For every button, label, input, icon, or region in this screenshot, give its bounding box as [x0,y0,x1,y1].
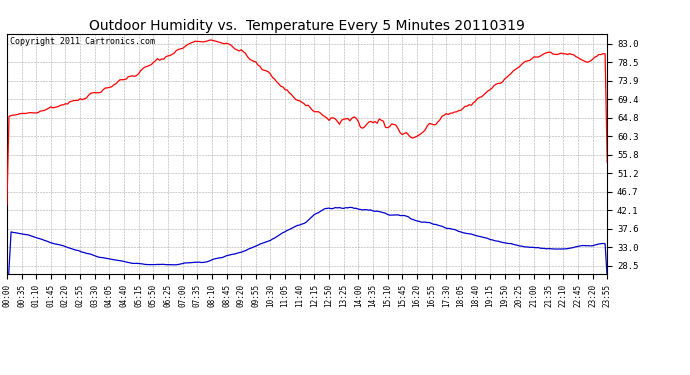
Title: Outdoor Humidity vs.  Temperature Every 5 Minutes 20110319: Outdoor Humidity vs. Temperature Every 5… [89,19,525,33]
Text: Copyright 2011 Cartronics.com: Copyright 2011 Cartronics.com [10,38,155,46]
